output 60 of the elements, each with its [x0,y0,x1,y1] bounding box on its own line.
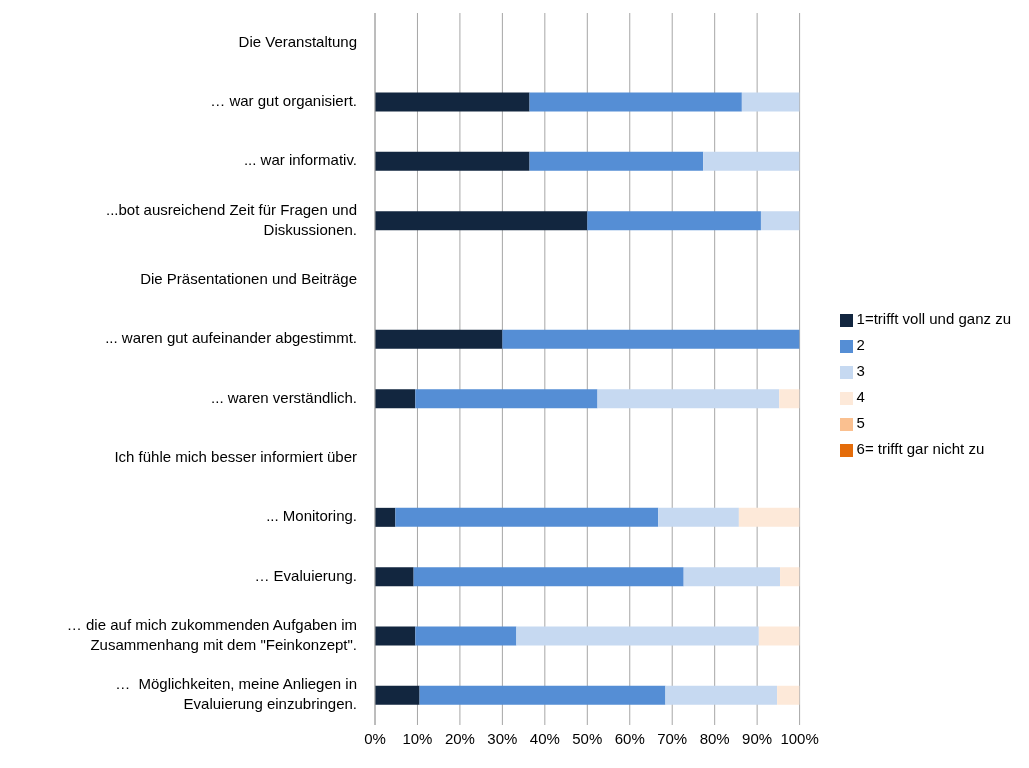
bar [375,567,414,587]
x-tick-label: 50% [572,729,603,747]
x-tick-label: 30% [487,729,518,747]
bar [780,567,800,587]
legend-label: 6= trifft gar nicht zu [856,440,985,457]
bar [419,685,666,705]
bar [665,685,778,705]
y-tick-label: … die auf mich zukommenden Aufgaben im Zusammenhang mit dem "Feinkonzept". [66,615,357,653]
x-tick-label: 40% [529,729,560,747]
x-tick-label: 10% [402,729,433,747]
bar [375,329,503,349]
y-tick-label: ... Monitoring. [266,507,357,525]
legend-label: 2 [856,336,865,353]
bar [516,626,759,646]
bar [502,329,800,349]
y-tick-label: ... war informativ. [243,151,357,169]
bar [529,92,742,112]
bar [415,389,598,409]
x-tick-label: 70% [657,729,688,747]
x-tick-label: 100% [780,729,819,747]
bar [375,389,416,409]
bar [395,507,659,527]
bar [779,389,800,409]
bar [587,211,761,231]
y-tick-label: … Möglichkeiten, meine Anliegen in Evaluierung einzubringen. [115,675,357,713]
bar [658,507,739,527]
y-tick-label: ...bot ausreichend Zeit für Fragen und Diskussionen. [106,200,357,238]
bar [741,92,800,112]
y-tick-label: Die Veranstaltung [238,32,357,50]
legend-label: 3 [856,362,865,379]
y-tick-label: Die Präsentationen und Beiträge [140,269,357,287]
y-tick-label: ... waren verständlich. [211,388,357,406]
x-tick-label: 80% [699,729,730,747]
bar [415,626,517,646]
bar [375,685,420,705]
bar [758,626,800,646]
bar [375,92,530,112]
y-tick-label: … war gut organisiert. [210,91,357,109]
bar [375,507,396,527]
legend-label: 4 [856,388,865,405]
x-tick-label: 0% [364,729,386,747]
bar [375,211,588,231]
y-tick-label: ... waren gut aufeinander abgestimmt. [105,329,357,347]
bar [597,389,780,409]
x-tick-label: 60% [614,729,645,747]
bar [777,685,800,705]
legend-label: 5 [856,414,865,431]
bar [760,211,800,231]
bar [375,151,530,171]
bar [738,507,800,527]
bar [413,567,684,587]
x-tick-label: 20% [444,729,475,747]
bar [683,567,781,587]
legend-label: 1=trifft voll und ganz zu [856,310,1011,327]
bar [529,151,704,171]
y-tick-label: Ich fühle mich besser informiert über [114,447,357,465]
y-tick-label: … Evaluierung. [254,566,357,584]
x-tick-label: 90% [742,729,773,747]
bar [703,151,800,171]
bar [375,626,416,646]
